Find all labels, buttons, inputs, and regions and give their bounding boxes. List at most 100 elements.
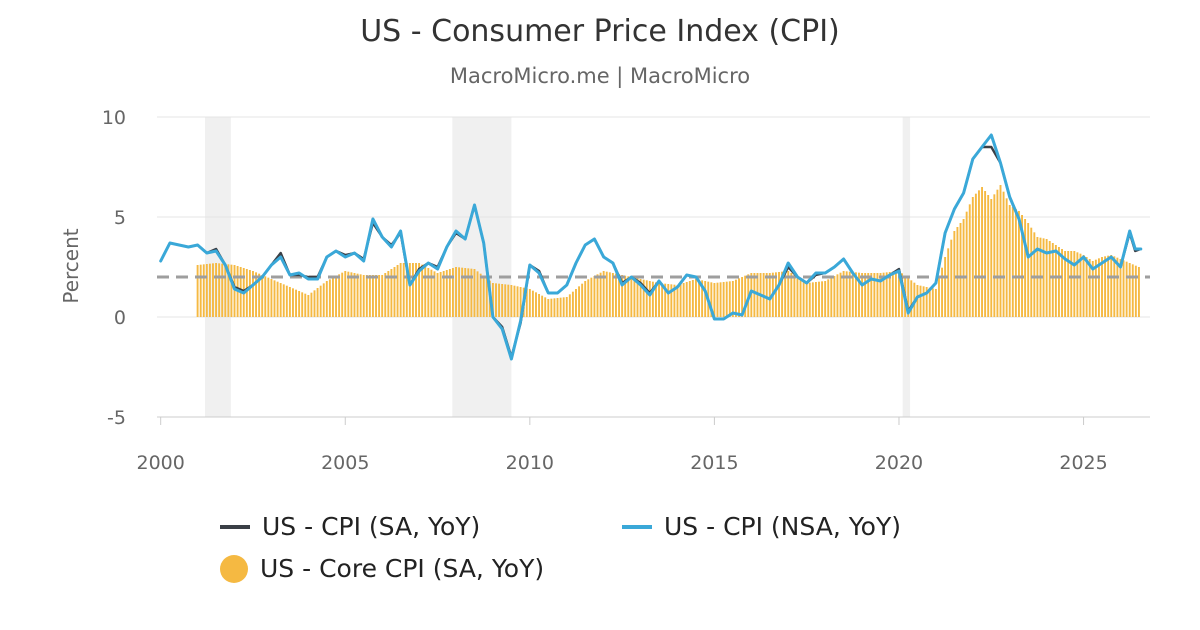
core-cpi-bar [648,281,651,317]
core-cpi-bar [359,274,362,317]
core-cpi-bar [818,281,820,317]
core-cpi-bar [928,287,931,317]
core-cpi-bar [962,219,965,317]
core-cpi-bar [676,285,679,317]
core-cpi-bar [1079,253,1082,317]
core-cpi-bar [562,297,565,317]
core-cpi-bar [882,272,885,317]
core-cpi-bar [248,270,251,317]
core-cpi-bar [925,287,928,317]
core-cpi-bar [1014,209,1017,317]
core-cpi-bar [590,277,593,317]
core-cpi-bar [415,263,417,317]
x-tick-label: 2000 [137,452,185,474]
core-cpi-bar [805,283,808,317]
chart-subtitle: MacroMicro.me | MacroMicro [449,64,751,88]
core-cpi-bar [255,272,258,317]
y-tick-label: -5 [107,407,126,429]
x-tick-label: 2025 [1059,452,1107,474]
core-cpi-bar [424,266,427,317]
core-cpi-bar [245,269,248,317]
core-cpi-bar [202,264,205,317]
core-cpi-bar [208,263,211,317]
core-cpi-bar [596,274,599,317]
core-cpi-bar [621,275,624,317]
core-cpi-bar [611,273,614,317]
core-cpi-bar [790,273,793,317]
core-cpi-bar [848,271,851,317]
core-cpi-bar [645,280,648,317]
core-cpi-bar [1024,219,1027,317]
core-cpi-bar [215,263,218,317]
core-cpi-bar [938,278,940,317]
core-cpi-bar [199,264,202,317]
core-cpi-bar [608,272,611,317]
core-cpi-bar [319,285,322,317]
core-cpi-bar [313,290,316,317]
core-cpi-bar [341,272,344,317]
core-cpi-bar [814,282,817,317]
core-cpi-bar [221,263,224,317]
core-cpi-bar [270,279,273,317]
core-cpi-bar [307,295,310,317]
core-cpi-bar [787,271,790,317]
core-cpi-bar [744,275,747,317]
core-cpi-bar [774,272,777,317]
core-cpi-bar [658,283,660,317]
core-cpi-bar [418,263,421,317]
core-cpi-bar [205,264,208,317]
core-cpi-bar [599,272,602,317]
core-cpi-bar [984,191,987,317]
core-cpi-bar [396,265,399,317]
core-cpi-bar [230,264,233,317]
core-cpi-bar [273,280,276,317]
core-cpi-bar [261,275,264,317]
core-cpi-bar [347,271,350,317]
legend-item-cpi-sa[interactable]: US - CPI (SA, YoY) [220,512,480,541]
core-cpi-bar [408,263,411,317]
core-cpi-bar [811,282,814,317]
core-cpi-bar [781,271,784,317]
core-cpi-bar [264,276,267,317]
core-cpi-bar [784,271,787,317]
core-cpi-bar [559,297,562,317]
core-cpi-bar [768,273,771,317]
core-cpi-bar [851,272,854,317]
legend-item-cpi-nsa[interactable]: US - CPI (NSA, YoY) [622,512,901,541]
core-cpi-bar [455,267,457,317]
core-cpi-bar [233,265,236,317]
y-axis-title: Percent [59,228,83,303]
core-cpi-bar [528,289,531,317]
core-cpi-bar [390,269,393,317]
core-cpi-bar [332,277,334,317]
core-cpi-bar [362,275,365,317]
core-cpi-bar [968,204,971,317]
core-cpi-bar [1116,257,1119,317]
core-cpi-bar [808,282,811,317]
core-cpi-bar [987,195,990,317]
core-cpi-bar [1125,261,1128,317]
core-cpi-bar [1097,258,1100,317]
core-cpi-bar [298,291,301,317]
core-cpi-bar [516,286,519,317]
core-cpi-bar [267,277,270,317]
core-cpi-bar [901,273,904,317]
core-cpi-bar [519,287,522,317]
core-cpi-bar [525,288,528,317]
legend-label: US - CPI (SA, YoY) [262,512,481,541]
core-cpi-bar [1082,255,1085,317]
core-cpi-bar [679,284,682,317]
core-cpi-bar [990,199,993,317]
core-cpi-bar [971,197,974,317]
legend-item-core-cpi[interactable]: US - Core CPI (SA, YoY) [220,554,544,583]
core-cpi-bar [907,278,910,317]
core-cpi-bar [436,273,439,317]
core-cpi-bar [335,276,337,317]
core-cpi-bar [1061,249,1063,317]
legend-label: US - Core CPI (SA, YoY) [260,554,545,583]
core-cpi-bar [919,285,922,317]
core-cpi-bar [731,281,734,317]
core-cpi-bar [322,283,325,317]
core-cpi-bar [876,273,879,317]
core-cpi-bar [381,275,384,317]
